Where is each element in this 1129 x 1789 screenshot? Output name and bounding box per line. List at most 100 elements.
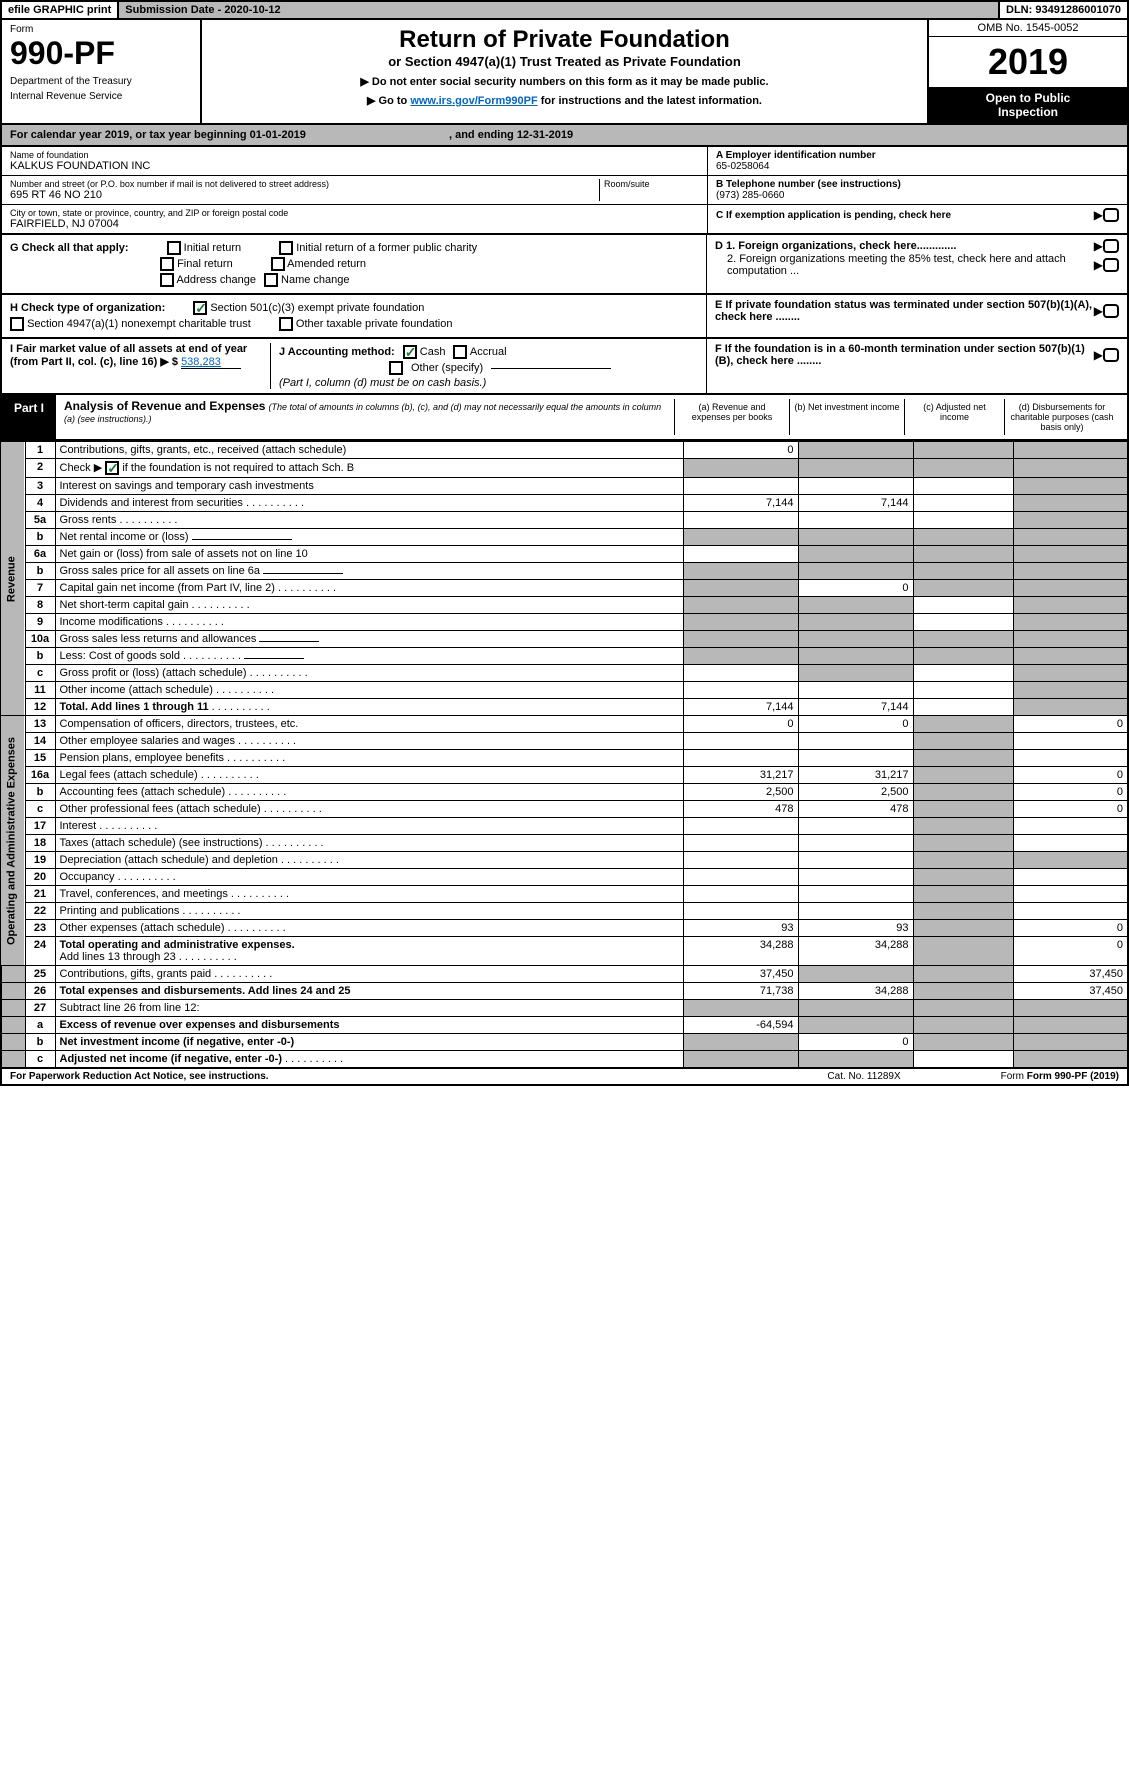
- omb-number: OMB No. 1545-0052: [929, 20, 1127, 37]
- part1-header: Part I Analysis of Revenue and Expenses …: [0, 395, 1129, 441]
- l24-b: 34,288: [798, 937, 913, 966]
- other-taxable-checkbox[interactable]: [279, 317, 293, 331]
- check-grid: G Check all that apply: Initial return I…: [0, 235, 1129, 295]
- l16c-a: 478: [683, 801, 798, 818]
- l26-a: 71,738: [683, 983, 798, 1000]
- l9-desc: Income modifications: [55, 614, 683, 631]
- irs-link[interactable]: www.irs.gov/Form990PF: [410, 95, 537, 107]
- l21-desc: Travel, conferences, and meetings: [55, 886, 683, 903]
- l4-desc: Dividends and interest from securities: [55, 495, 683, 512]
- e-checkbox[interactable]: [1103, 304, 1119, 318]
- l6b-desc: Gross sales price for all assets on line…: [55, 563, 683, 580]
- name-change-checkbox[interactable]: [264, 273, 278, 287]
- other-specify-checkbox[interactable]: [389, 361, 403, 375]
- l3-desc: Interest on savings and temporary cash i…: [55, 478, 683, 495]
- phone-label: B Telephone number (see instructions): [716, 179, 1119, 190]
- name-label: Name of foundation: [10, 150, 699, 160]
- l13-desc: Compensation of officers, directors, tru…: [55, 716, 683, 733]
- footer-form: Form Form 990-PF (2019): [1001, 1071, 1119, 1082]
- accrual-checkbox[interactable]: [453, 345, 467, 359]
- d1-label: D 1. Foreign organizations, check here..…: [715, 240, 1094, 252]
- c-cell: C If exemption application is pending, c…: [708, 205, 1127, 225]
- h-label: H Check type of organization:: [10, 302, 165, 314]
- e-label: E If private foundation status was termi…: [715, 299, 1094, 323]
- form-number: 990-PF: [10, 35, 192, 72]
- i-value[interactable]: 538,283: [181, 356, 241, 369]
- ein-cell: A Employer identification number 65-0258…: [708, 147, 1127, 176]
- amended-checkbox[interactable]: [271, 257, 285, 271]
- l17-desc: Interest: [55, 818, 683, 835]
- table-row: Operating and Administrative Expenses 13…: [1, 716, 1128, 733]
- l12-a: 7,144: [683, 699, 798, 716]
- form-label: Form: [10, 24, 192, 35]
- ij-grid: I Fair market value of all assets at end…: [0, 339, 1129, 395]
- l13-a: 0: [683, 716, 798, 733]
- table-row: bAccounting fees (attach schedule)2,5002…: [1, 784, 1128, 801]
- footer: For Paperwork Reduction Act Notice, see …: [0, 1069, 1129, 1086]
- other-taxable-label: Other taxable private foundation: [296, 318, 453, 330]
- c-label: C If exemption application is pending, c…: [716, 210, 1094, 221]
- d-section: D 1. Foreign organizations, check here..…: [707, 235, 1127, 293]
- footer-left: For Paperwork Reduction Act Notice, see …: [10, 1071, 827, 1082]
- l11-desc: Other income (attach schedule): [55, 682, 683, 699]
- col-a-header: (a) Revenue and expenses per books: [674, 399, 789, 435]
- address-cell: Number and street (or P.O. box number if…: [2, 176, 707, 205]
- part1-title-text: Analysis of Revenue and Expenses: [64, 399, 265, 413]
- l27-desc: Subtract line 26 from line 12:: [55, 1000, 683, 1017]
- f-checkbox[interactable]: [1103, 348, 1119, 362]
- part1-label: Part I: [2, 395, 56, 439]
- schb-checkbox[interactable]: [105, 461, 119, 475]
- l24-a: 34,288: [683, 937, 798, 966]
- l16c-desc: Other professional fees (attach schedule…: [55, 801, 683, 818]
- other-specify-line: [491, 368, 611, 369]
- l14-desc: Other employee salaries and wages: [55, 733, 683, 750]
- h-grid: H Check type of organization: Section 50…: [0, 295, 1129, 339]
- table-row: cAdjusted net income (if negative, enter…: [1, 1051, 1128, 1069]
- amended-label: Amended return: [287, 258, 366, 270]
- table-row: 18Taxes (attach schedule) (see instructi…: [1, 835, 1128, 852]
- l13-d: 0: [1013, 716, 1128, 733]
- address-checkbox[interactable]: [160, 273, 174, 287]
- j-label: J Accounting method:: [279, 346, 395, 358]
- col-c-header: (c) Adjusted net income: [904, 399, 1004, 435]
- calendar-year-row: For calendar year 2019, or tax year begi…: [0, 125, 1129, 147]
- sec4947-checkbox[interactable]: [10, 317, 24, 331]
- sec501-checkbox[interactable]: [193, 301, 207, 315]
- table-row: 21Travel, conferences, and meetings: [1, 886, 1128, 903]
- irs-label: Internal Revenue Service: [10, 91, 192, 102]
- cash-label: Cash: [420, 346, 446, 358]
- table-row: 23Other expenses (attach schedule)93930: [1, 920, 1128, 937]
- table-row: 3Interest on savings and temporary cash …: [1, 478, 1128, 495]
- table-row: 15Pension plans, employee benefits: [1, 750, 1128, 767]
- table-row: 26Total expenses and disbursements. Add …: [1, 983, 1128, 1000]
- l7-b: 0: [798, 580, 913, 597]
- open1: Open to Public: [933, 91, 1123, 105]
- phone-cell: B Telephone number (see instructions) (9…: [708, 176, 1127, 205]
- info-right: A Employer identification number 65-0258…: [707, 147, 1127, 233]
- f-section: F If the foundation is in a 60-month ter…: [707, 339, 1127, 393]
- j-note: (Part I, column (d) must be on cash basi…: [279, 377, 698, 389]
- room-label: Room/suite: [604, 179, 699, 189]
- d2-checkbox[interactable]: [1103, 258, 1119, 272]
- l5a-desc: Gross rents: [55, 512, 683, 529]
- revenue-side-label: Revenue: [1, 442, 25, 716]
- expenses-side-label: Operating and Administrative Expenses: [1, 716, 25, 966]
- final-checkbox[interactable]: [160, 257, 174, 271]
- l16c-b: 478: [798, 801, 913, 818]
- l18-desc: Taxes (attach schedule) (see instruction…: [55, 835, 683, 852]
- d2-label: 2. Foreign organizations meeting the 85%…: [715, 253, 1094, 277]
- other-specify-label: Other (specify): [411, 362, 483, 374]
- d1-checkbox[interactable]: [1103, 239, 1119, 253]
- top-bar: efile GRAPHIC print Submission Date - 20…: [0, 0, 1129, 20]
- addr-label: Number and street (or P.O. box number if…: [10, 179, 599, 189]
- table-row: 6aNet gain or (loss) from sale of assets…: [1, 546, 1128, 563]
- sec4947-label: Section 4947(a)(1) nonexempt charitable …: [27, 318, 251, 330]
- header-center: Return of Private Foundation or Section …: [202, 20, 927, 123]
- initial-former-label: Initial return of a former public charit…: [296, 242, 477, 254]
- table-row: 2Check ▶ if the foundation is not requir…: [1, 459, 1128, 478]
- initial-former-checkbox[interactable]: [279, 241, 293, 255]
- cal-year-end: , and ending 12-31-2019: [449, 129, 573, 141]
- c-checkbox[interactable]: [1103, 208, 1119, 222]
- initial-checkbox[interactable]: [167, 241, 181, 255]
- cash-checkbox[interactable]: [403, 345, 417, 359]
